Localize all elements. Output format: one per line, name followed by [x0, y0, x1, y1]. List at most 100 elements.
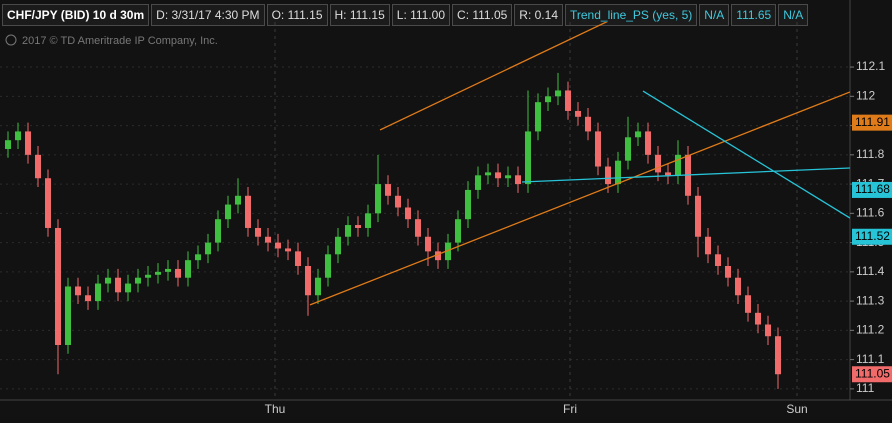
candle-body: [45, 178, 51, 228]
y-tick-label: 111.4: [856, 264, 885, 278]
price-label: 111.91: [855, 115, 890, 129]
y-tick-label: 111: [856, 381, 875, 395]
price-bubble: [852, 228, 892, 245]
candle-body: [245, 195, 251, 228]
candle-body: [705, 236, 711, 255]
candle-body: [385, 184, 391, 196]
candle-body: [765, 324, 771, 337]
x-tick-label: Fri: [563, 402, 577, 416]
candle-body: [625, 137, 631, 161]
candle-body: [165, 268, 171, 272]
x-tick-label: Thu: [265, 402, 286, 416]
candle-body: [555, 90, 561, 97]
candle-body: [605, 166, 611, 185]
copyright: 2017 © TD Ameritrade IP Company, Inc.: [22, 35, 218, 47]
y-tick-label: 111.6: [856, 206, 885, 220]
candle-body: [675, 154, 681, 176]
candle-body: [25, 131, 31, 155]
header: CHF/JPY (BID) 10 d 30m D: 3/31/17 4:30 P…: [0, 0, 850, 30]
header-item: C: 111.05: [452, 4, 513, 26]
trend-line: [642, 90, 850, 219]
candle-body: [435, 251, 441, 261]
candle-body: [15, 131, 21, 141]
candle-body: [295, 251, 301, 267]
candle-body: [405, 207, 411, 220]
candle-body: [575, 110, 581, 117]
candle-body: [545, 96, 551, 103]
candle-body: [85, 295, 91, 302]
candle-body: [265, 236, 271, 243]
study-name[interactable]: Trend_line_PS (yes, 5): [565, 4, 698, 26]
candle-body: [75, 286, 81, 296]
candle-body: [585, 116, 591, 132]
price-bubble: [852, 181, 892, 198]
candle-body: [415, 219, 421, 237]
candle-body: [135, 277, 141, 284]
candle-body: [145, 274, 151, 278]
candle-body: [745, 295, 751, 313]
symbol[interactable]: CHF/JPY (BID) 10 d 30m: [2, 4, 150, 26]
candle-body: [305, 266, 311, 296]
header-item: R: 0.14: [514, 4, 563, 26]
candle-body: [275, 242, 281, 249]
y-tick-label: 111.3: [856, 293, 885, 307]
candle-body: [715, 254, 721, 267]
candle-body: [735, 277, 741, 296]
candle-body: [235, 195, 241, 205]
header-item: H: 111.15: [329, 4, 390, 26]
candle-body: [455, 219, 461, 243]
y-tick-label: 111.1: [856, 352, 885, 366]
study-value: 111.65: [731, 4, 777, 26]
candle-body: [655, 154, 661, 173]
candle-body: [55, 227, 61, 345]
candle-body: [445, 242, 451, 261]
candle-body: [465, 189, 471, 220]
candle-body: [665, 172, 671, 176]
header-item: O: 111.15: [266, 4, 328, 26]
candle-body: [535, 102, 541, 132]
trend-line: [521, 167, 850, 183]
price-label: 111.52: [855, 229, 890, 243]
header-item: D: 3/31/17 4:30 PM: [151, 4, 265, 26]
header-item: L: 111.00: [391, 4, 451, 26]
candle-body: [285, 248, 291, 252]
candle-body: [35, 154, 41, 179]
candle-body: [515, 175, 521, 185]
price-bubble: [852, 114, 892, 131]
candle-body: [195, 254, 201, 261]
icon: [5, 34, 17, 46]
candle-body: [365, 213, 371, 228]
trend-line: [379, 22, 608, 131]
candle-body: [105, 277, 111, 284]
candle-body: [595, 131, 601, 167]
candle-body: [505, 175, 511, 179]
price-label: 111.68: [855, 182, 890, 196]
candle-body: [255, 227, 261, 237]
candle-body: [395, 195, 401, 208]
candle-body: [775, 336, 781, 375]
price-bubble: [852, 366, 892, 383]
candle-body: [645, 131, 651, 155]
candle-body: [485, 172, 491, 176]
trend-line: [309, 91, 850, 306]
candle-body: [95, 283, 101, 302]
y-tick-label: 111.2: [856, 323, 885, 337]
candle-body: [325, 254, 331, 278]
candle-body: [695, 195, 701, 237]
candle-body: [375, 184, 381, 214]
candle-body: [335, 236, 341, 255]
candle-body: [225, 204, 231, 220]
candle-body: [345, 225, 351, 237]
candle-body: [495, 172, 501, 179]
candle-body: [65, 286, 71, 345]
price-label: 111.05: [855, 366, 890, 380]
study-value: N/A: [699, 4, 730, 26]
candle-body: [475, 175, 481, 190]
candle-body: [155, 271, 161, 275]
candle-body: [125, 283, 131, 293]
candle-body: [185, 260, 191, 278]
candle-body: [615, 160, 621, 185]
candle-body: [215, 219, 221, 243]
candle-body: [5, 140, 11, 149]
